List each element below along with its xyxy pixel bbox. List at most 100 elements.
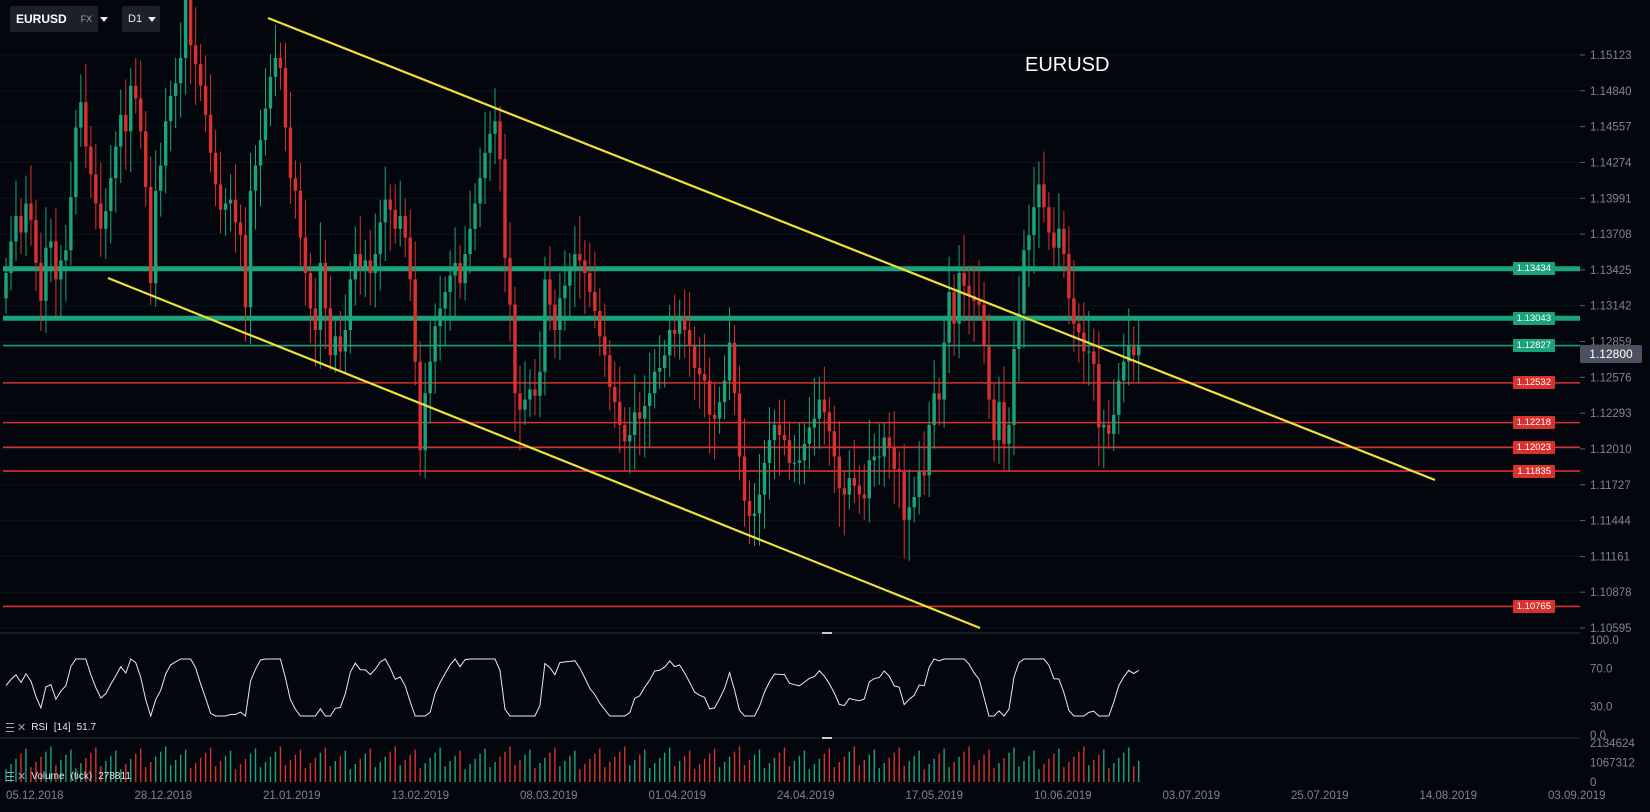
candle-body bbox=[248, 190, 253, 308]
trend-channel[interactable] bbox=[107, 16, 1436, 630]
candle-body bbox=[1027, 235, 1031, 251]
candle-body bbox=[812, 418, 817, 428]
candle-body bbox=[618, 402, 622, 425]
candle-body bbox=[987, 346, 991, 400]
candle-body bbox=[722, 380, 727, 403]
candle-body bbox=[782, 435, 787, 441]
candle-body bbox=[1017, 313, 1021, 349]
close-icon[interactable]: ✕ bbox=[17, 722, 27, 734]
candle-body bbox=[74, 127, 78, 198]
price-tick-label: 1.14840 bbox=[1590, 86, 1632, 98]
candle-body bbox=[508, 257, 512, 305]
indicator-settings-icon[interactable] bbox=[6, 772, 14, 781]
candle-body bbox=[478, 178, 482, 204]
candle-body bbox=[193, 45, 198, 65]
candle-body bbox=[213, 152, 218, 185]
candle-body bbox=[877, 456, 881, 458]
candle-body bbox=[393, 209, 397, 229]
candle-body bbox=[1052, 232, 1056, 248]
candle-body bbox=[163, 121, 168, 166]
candle-body bbox=[119, 114, 123, 147]
candle-body bbox=[223, 203, 228, 210]
candle-body bbox=[667, 329, 672, 356]
candle-body bbox=[657, 367, 662, 372]
candle-body bbox=[438, 308, 442, 327]
candle-body bbox=[144, 131, 148, 187]
candle-body bbox=[188, 0, 193, 46]
price-level-tag: 1.12532 bbox=[1512, 376, 1555, 390]
candle-body bbox=[288, 127, 293, 179]
candle-body bbox=[363, 260, 367, 267]
candle-body bbox=[1092, 351, 1096, 365]
candle-body bbox=[348, 279, 353, 330]
candle-body bbox=[408, 237, 412, 280]
horizontal-levels[interactable] bbox=[3, 266, 1580, 608]
candle-body bbox=[109, 178, 113, 212]
candle-body bbox=[593, 292, 597, 312]
date-tick-label: 28.12.2018 bbox=[135, 790, 193, 802]
candle-body bbox=[468, 228, 472, 255]
upper-trendline[interactable] bbox=[267, 16, 1436, 482]
candle-body bbox=[124, 114, 128, 132]
timeframe-selector[interactable]: D1 bbox=[122, 6, 160, 32]
volume-legend[interactable]: ✕ Volume (tick) 278811 bbox=[6, 770, 137, 783]
candle-body bbox=[198, 64, 203, 86]
indicator-settings-icon[interactable] bbox=[6, 723, 14, 732]
panel-resize-handle[interactable] bbox=[822, 632, 832, 634]
lower-trendline[interactable] bbox=[107, 276, 981, 630]
candle-body bbox=[802, 443, 807, 461]
candle-body bbox=[498, 121, 502, 160]
candle-body bbox=[583, 260, 587, 274]
candle-body bbox=[94, 174, 98, 204]
candle-body bbox=[483, 152, 487, 179]
date-tick-label: 03.07.2019 bbox=[1163, 790, 1221, 802]
close-icon[interactable]: ✕ bbox=[17, 771, 27, 783]
caret-down-icon bbox=[100, 16, 109, 22]
candle-body bbox=[672, 329, 677, 334]
candle-body bbox=[1062, 228, 1066, 255]
candle-body bbox=[742, 456, 747, 501]
candle-body bbox=[558, 298, 562, 330]
candle-body bbox=[578, 254, 582, 261]
candle-body bbox=[358, 254, 362, 267]
candle-body bbox=[24, 203, 28, 233]
panel-resize-handle[interactable] bbox=[822, 737, 832, 739]
volume-tick-label: 2134624 bbox=[1590, 738, 1635, 750]
date-tick-label: 21.01.2019 bbox=[263, 790, 321, 802]
candle-body bbox=[503, 159, 507, 258]
rsi-legend[interactable]: ✕ RSI [14] 51.7 bbox=[6, 721, 102, 734]
candle-body bbox=[104, 211, 108, 229]
candle-body bbox=[677, 317, 682, 334]
candle-body bbox=[208, 114, 213, 153]
price-level-tag: 1.13043 bbox=[1512, 311, 1555, 325]
candle-body bbox=[1097, 364, 1101, 428]
price-level-tag: 1.13434 bbox=[1512, 262, 1555, 276]
candle-body bbox=[867, 460, 871, 499]
candle-body bbox=[1002, 402, 1006, 444]
rsi-tick-label: 0.0 bbox=[1590, 730, 1606, 742]
price-level-tag: 1.12023 bbox=[1512, 440, 1555, 454]
price-tick-label: 1.12010 bbox=[1590, 444, 1632, 456]
price-tick-label: 1.13425 bbox=[1590, 265, 1632, 277]
candle-body bbox=[977, 300, 981, 305]
candle-body bbox=[378, 222, 382, 255]
date-tick-label: 05.12.2018 bbox=[6, 790, 64, 802]
volume-tick-label: 0 bbox=[1590, 777, 1596, 789]
candle-body bbox=[633, 412, 637, 436]
candle-body bbox=[947, 292, 951, 343]
candle-body bbox=[59, 260, 63, 280]
candle-body bbox=[423, 393, 427, 451]
symbol-selector[interactable]: EURUSD FX bbox=[10, 6, 109, 32]
candle-body bbox=[902, 471, 906, 520]
candle-body bbox=[1067, 254, 1071, 299]
candle-body bbox=[433, 326, 437, 362]
candle-body bbox=[9, 241, 13, 274]
candle-body bbox=[1047, 207, 1051, 233]
candle-body bbox=[982, 304, 986, 347]
candle-body bbox=[732, 342, 737, 394]
candle-body bbox=[54, 241, 58, 280]
candle-body bbox=[168, 95, 173, 122]
candle-body bbox=[183, 0, 188, 58]
candle-body bbox=[687, 329, 692, 347]
